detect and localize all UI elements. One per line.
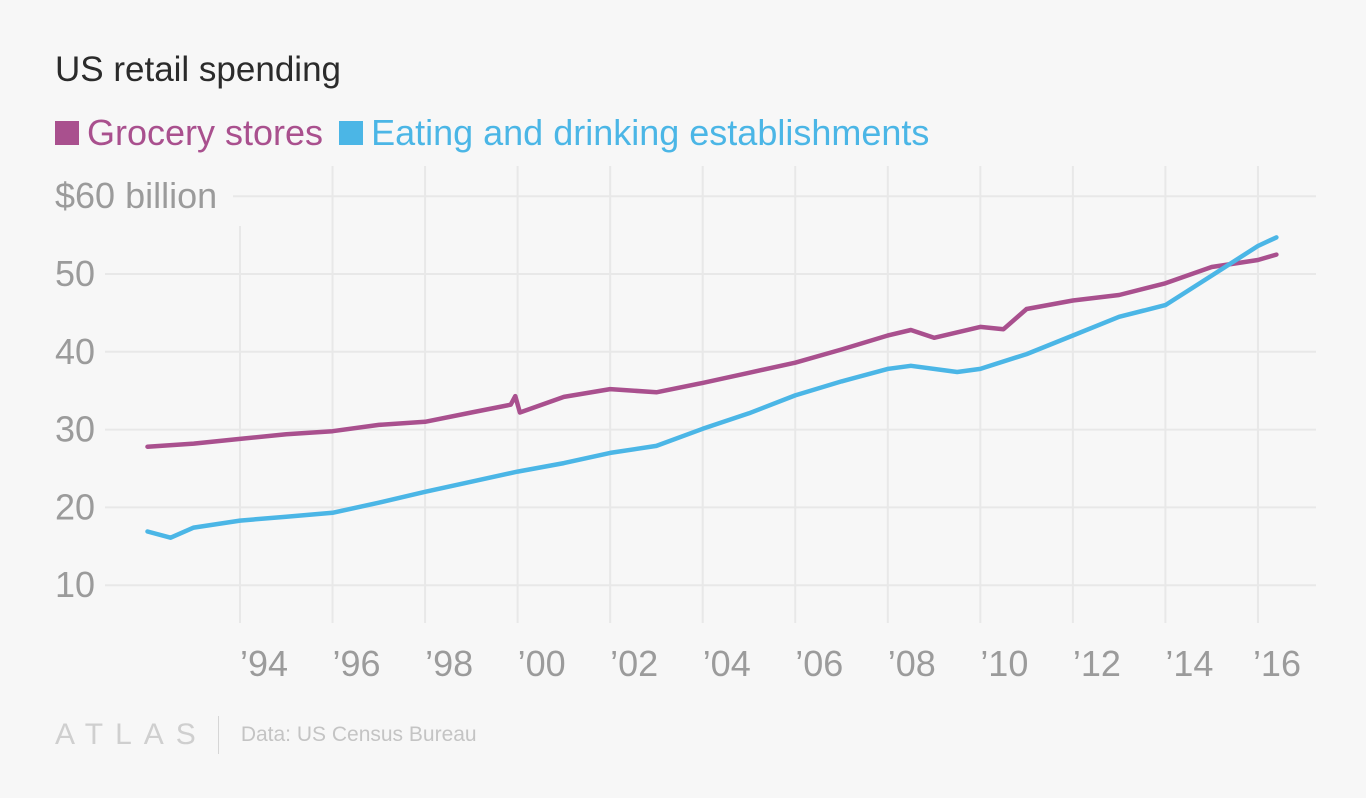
x-tick-label: ’16 bbox=[1253, 643, 1301, 684]
footer: ATLAS Data: US Census Bureau bbox=[55, 716, 477, 754]
x-tick-label: ’04 bbox=[703, 643, 751, 684]
series-line-grocery bbox=[145, 252, 1279, 449]
x-tick-label: ’08 bbox=[888, 643, 936, 684]
legend-item-eating: Eating and drinking establishments bbox=[339, 112, 929, 154]
y-tick-label: 40 bbox=[55, 331, 95, 372]
atlas-logo: ATLAS bbox=[55, 718, 208, 751]
x-tick-label: ’02 bbox=[610, 643, 658, 684]
legend-swatch-grocery bbox=[55, 121, 79, 145]
legend: Grocery stores Eating and drinking estab… bbox=[55, 112, 929, 154]
series-line-eating bbox=[145, 235, 1279, 540]
y-tick-label: $60 billion bbox=[55, 175, 217, 216]
x-tick-label: ’12 bbox=[1073, 643, 1121, 684]
y-tick-label: 10 bbox=[55, 564, 95, 605]
y-tick-label: 30 bbox=[55, 409, 95, 450]
legend-item-grocery: Grocery stores bbox=[55, 112, 323, 154]
x-tick-label: ’96 bbox=[333, 643, 381, 684]
legend-label-eating: Eating and drinking establishments bbox=[371, 112, 930, 153]
x-tick-label: ’14 bbox=[1165, 643, 1213, 684]
chart-title: US retail spending bbox=[55, 50, 341, 89]
x-tick-label: ’98 bbox=[425, 643, 473, 684]
footer-divider bbox=[217, 716, 219, 754]
source-note: Data: US Census Bureau bbox=[240, 723, 477, 746]
legend-label-grocery: Grocery stores bbox=[87, 112, 324, 153]
x-tick-label: ’00 bbox=[518, 643, 566, 684]
x-tick-label: ’10 bbox=[980, 643, 1028, 684]
x-tick-label: ’06 bbox=[795, 643, 843, 684]
legend-swatch-eating bbox=[339, 121, 364, 145]
y-tick-label: 50 bbox=[55, 253, 95, 294]
y-tick-label: 20 bbox=[55, 486, 95, 527]
x-tick-label: ’94 bbox=[240, 643, 288, 684]
